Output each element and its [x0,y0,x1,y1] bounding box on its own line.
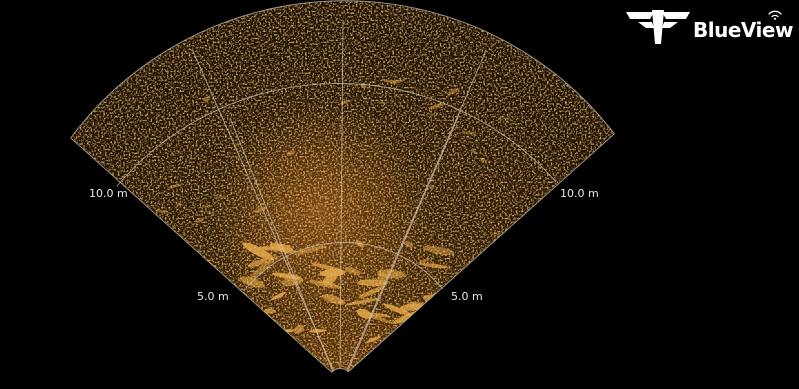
brand-name: BlueView [693,18,793,42]
blueview-logo: BlueView [624,6,799,46]
echo-return [253,340,267,351]
range-label-5m-right: 5.0 m [451,290,483,303]
range-label-5m-left: 5.0 m [197,290,229,303]
range-label-10m-right: 10.0 m [560,187,599,200]
range-label-10m-left: 10.0 m [89,187,128,200]
wifi-wave-icon [765,8,785,20]
echo-return [417,320,446,328]
teledyne-mark-icon [624,6,692,46]
